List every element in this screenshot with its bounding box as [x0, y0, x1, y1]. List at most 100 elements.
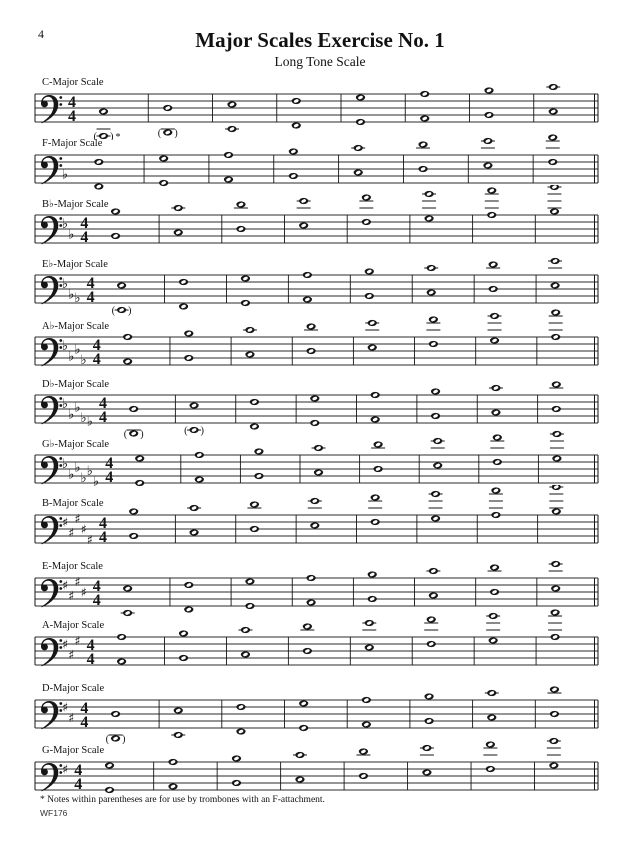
whole-note	[194, 476, 204, 483]
whole-note	[173, 229, 183, 236]
key-signature-flat-icon: ♭	[62, 339, 68, 354]
paren-open: (	[124, 429, 128, 440]
whole-note	[422, 744, 432, 752]
whole-note	[173, 204, 183, 212]
whole-note	[110, 710, 121, 718]
whole-note	[353, 169, 363, 176]
paren-open: (	[112, 305, 116, 316]
whole-note	[551, 381, 561, 388]
time-signature-denominator: 4	[74, 776, 82, 793]
whole-note	[548, 158, 558, 166]
key-signature-sharp-icon: ♯	[62, 761, 68, 776]
whole-note	[129, 508, 139, 515]
whole-note	[550, 282, 560, 289]
whole-note	[549, 208, 560, 215]
whole-note	[491, 409, 501, 416]
staff-notation: ♭♭ 44	[34, 185, 599, 246]
whole-note	[491, 511, 501, 519]
staff-notation: ♯♯♯ 44	[34, 609, 599, 668]
whole-note	[189, 529, 199, 536]
key-signature-sharp-icon: ♯	[74, 574, 80, 589]
key-signature-flat-icon: ♭	[62, 397, 68, 412]
whole-note	[551, 309, 561, 316]
staff-notation: ♯ 44	[34, 737, 599, 793]
whole-note	[178, 278, 189, 286]
time-signature: 44	[99, 395, 107, 426]
whole-note	[110, 232, 121, 240]
whole-note	[552, 455, 562, 462]
whole-note	[104, 762, 115, 769]
whole-note	[306, 599, 316, 606]
time-signature: 44	[93, 337, 101, 368]
time-signature-numerator: 4	[87, 637, 95, 654]
whole-note	[306, 574, 316, 582]
whole-note	[302, 623, 312, 630]
staff-label: B-Major Scale	[42, 498, 104, 509]
whole-note	[483, 137, 493, 145]
staff-label: G-Major Scale	[42, 745, 105, 756]
staff-notation: 44() *()	[34, 83, 599, 140]
staff-notation: ♭♭ ♭♭ ♭♭44	[34, 430, 599, 490]
whole-note	[367, 571, 377, 578]
whole-note	[240, 275, 251, 282]
whole-note	[551, 585, 561, 592]
staff-notation: ♯♯ 44 ()	[34, 686, 599, 745]
whole-note	[184, 581, 194, 589]
whole-note	[549, 737, 559, 745]
whole-note	[487, 187, 497, 194]
staff-notation: ♭♭ ♭♭44	[34, 309, 599, 368]
time-signature: 44	[99, 515, 107, 546]
whole-note	[549, 686, 560, 693]
time-signature-denominator: 4	[87, 289, 95, 306]
whole-note	[548, 83, 558, 91]
bass-clef-icon	[41, 156, 63, 185]
bass-clef-icon	[41, 216, 63, 245]
key-signature-flat-icon: ♭	[62, 168, 68, 183]
whole-note	[249, 525, 260, 533]
time-signature-denominator: 4	[105, 469, 113, 486]
whole-note	[361, 194, 371, 201]
key-signature-flat-icon: ♭	[68, 350, 74, 365]
key-signature-sharp-icon: ♯	[62, 636, 68, 651]
whole-note	[254, 448, 264, 455]
whole-note	[299, 700, 309, 707]
staff-notation: ♭♭ ♭44()	[34, 257, 599, 316]
footnote: * Notes within parentheses are for use b…	[40, 795, 325, 805]
whole-note	[551, 333, 561, 341]
whole-note	[291, 97, 301, 105]
whole-note	[485, 765, 495, 773]
time-signature-denominator: 4	[93, 592, 101, 609]
whole-note	[110, 208, 121, 215]
whole-note	[117, 633, 127, 641]
time-signature-numerator: 4	[80, 700, 88, 717]
time-signature-denominator: 4	[87, 651, 95, 668]
whole-note	[424, 190, 434, 198]
time-signature-denominator: 4	[99, 529, 107, 546]
page-title: Major Scales Exercise No. 1	[195, 28, 445, 52]
whole-note	[310, 395, 320, 402]
whole-note	[358, 772, 369, 780]
whole-note	[249, 423, 260, 430]
key-signature-flat-icon: ♭	[81, 411, 87, 426]
time-signature-denominator: 4	[80, 714, 88, 731]
whole-note	[488, 261, 498, 268]
whole-note	[426, 264, 436, 272]
paren-close: )	[174, 128, 178, 139]
staff-label: E♭-Major Scale	[42, 259, 108, 270]
bass-clef-icon	[41, 638, 63, 667]
whole-note	[370, 416, 380, 423]
whole-note	[428, 592, 438, 599]
whole-note	[549, 710, 560, 718]
whole-note	[254, 472, 264, 480]
whole-note	[367, 319, 377, 327]
page-number: 4	[38, 27, 44, 41]
key-signature-flat-icon: ♭	[74, 461, 80, 476]
staff-notation: ♭	[34, 134, 599, 190]
whole-note	[491, 384, 501, 392]
whole-note	[245, 602, 255, 610]
key-signature-flat-icon: ♭	[87, 464, 93, 479]
bass-clef-icon	[41, 276, 63, 305]
whole-note	[548, 134, 558, 141]
whole-note	[189, 426, 199, 434]
key-signature-sharp-icon: ♯	[68, 588, 74, 603]
